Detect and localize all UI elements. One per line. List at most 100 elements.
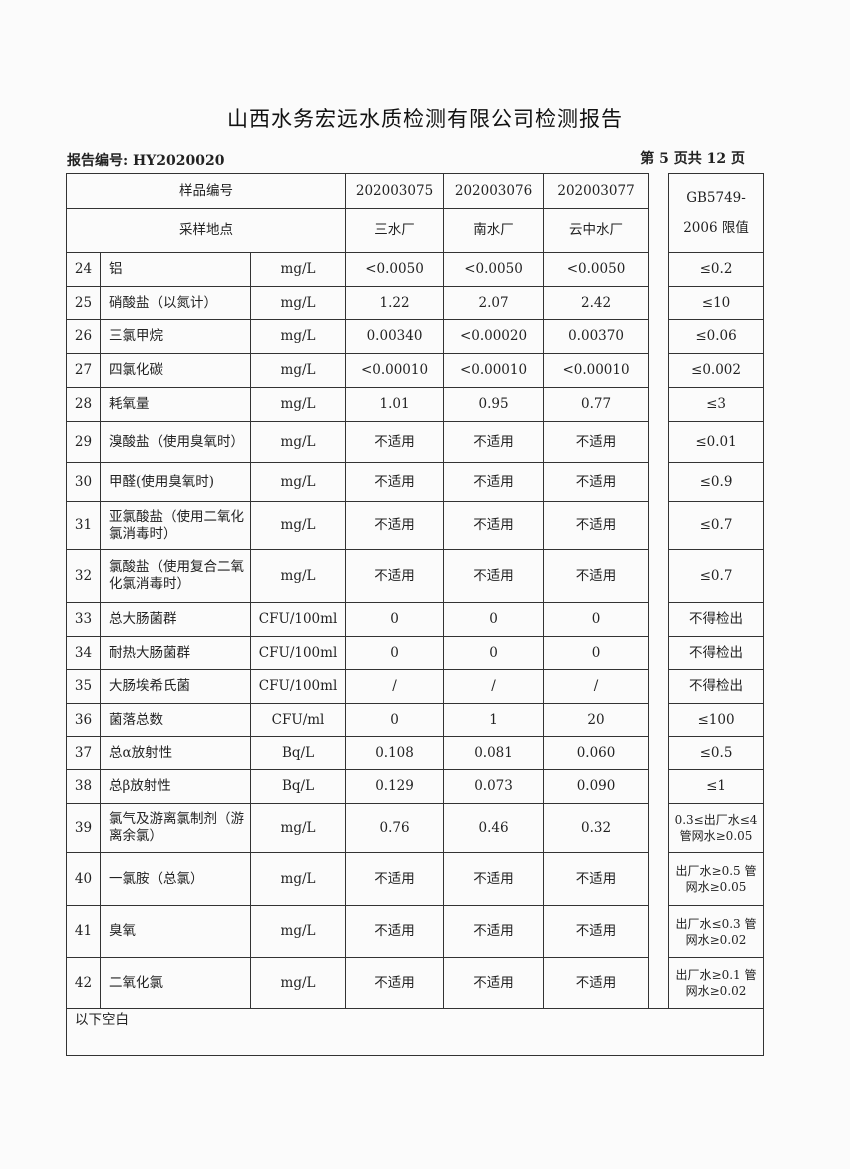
- report-title: 山西水务宏远水质检测有限公司检测报告: [227, 107, 623, 131]
- result: <0.00020: [443, 319, 545, 354]
- spacer: [648, 421, 670, 463]
- result: /: [443, 669, 545, 704]
- table-row: 26 三氯甲烷 mg/L 0.00340 <0.00020 0.00370 ≤0.06: [66, 319, 765, 354]
- result: 0.00370: [543, 319, 650, 354]
- spacer: [648, 387, 670, 422]
- site: 三水厂: [345, 208, 445, 253]
- table-row: 39 氯气及游离氯制剂（游离余氯） mg/L 0.76 0.46 0.32 0.3≤出厂水≤…: [66, 803, 765, 853]
- table-row: 31 亚氯酸盐（使用二氧化氯消毒时） mg/L 不适用 不适用 不适用 ≤0.7: [66, 501, 765, 550]
- table-row: 40 一氯胺（总氯） mg/L 不适用 不适用 不适用 出厂水≥0.5 管网水≥0.05: [66, 852, 765, 906]
- item-name: 四氯化碳: [100, 353, 251, 388]
- table-row: 38 总β放射性 Bq/L 0.129 0.073 0.090 ≤1: [66, 769, 765, 804]
- item-number: 31: [66, 501, 101, 550]
- table-row: 35 大肠埃希氏菌 CFU/100ml / / / 不得检出: [66, 669, 765, 704]
- unit: mg/L: [249, 549, 347, 603]
- spacer: [648, 636, 670, 670]
- spacer: [648, 769, 670, 804]
- limit: ≤0.7: [668, 549, 765, 603]
- item-number: 39: [66, 803, 101, 853]
- unit: mg/L: [249, 852, 347, 906]
- limit: ≤0.01: [668, 421, 765, 463]
- result: 不适用: [443, 852, 545, 906]
- limit: 不得检出: [668, 602, 765, 637]
- result: 不适用: [345, 852, 445, 906]
- item-name: 溴酸盐（使用臭氧时）: [100, 421, 251, 463]
- result: 1: [443, 703, 545, 737]
- unit: Bq/L: [249, 769, 347, 804]
- unit: mg/L: [249, 353, 347, 388]
- table-row: 29 溴酸盐（使用臭氧时） mg/L 不适用 不适用 不适用 ≤0.01: [66, 421, 765, 463]
- result: 0.77: [543, 387, 650, 422]
- table-row: 37 总α放射性 Bq/L 0.108 0.081 0.060 ≤0.5: [66, 736, 765, 770]
- result: 0.060: [543, 736, 650, 770]
- unit: mg/L: [249, 252, 347, 287]
- result: 20: [543, 703, 650, 737]
- item-name: 三氯甲烷: [100, 319, 251, 354]
- result: /: [543, 669, 650, 704]
- spacer: [648, 703, 670, 737]
- sample-no-label: 样品编号: [65, 173, 347, 209]
- item-number: 41: [66, 905, 101, 958]
- result: 0.46: [443, 803, 545, 853]
- site: 云中水厂: [543, 208, 650, 253]
- result: 不适用: [543, 421, 650, 463]
- site-label: 采样地点: [65, 208, 347, 253]
- item-number: 25: [66, 286, 101, 320]
- result: 0: [345, 602, 445, 637]
- item-number: 32: [66, 549, 101, 603]
- spacer: [648, 353, 670, 388]
- limit: 不得检出: [668, 636, 765, 670]
- result: <0.00010: [443, 353, 545, 388]
- item-number: 37: [66, 736, 101, 770]
- limit: ≤0.06: [668, 319, 765, 354]
- unit: mg/L: [249, 501, 347, 550]
- result: 0: [345, 703, 445, 737]
- limit: ≤10: [668, 286, 765, 320]
- spacer: [648, 501, 670, 550]
- unit: CFU/100ml: [249, 602, 347, 637]
- result: 不适用: [543, 905, 650, 958]
- limit: ≤0.2: [668, 252, 765, 287]
- unit: mg/L: [249, 319, 347, 354]
- spacer: [648, 905, 670, 958]
- item-number: 33: [66, 602, 101, 637]
- table-row: 28 耗氧量 mg/L 1.01 0.95 0.77 ≤3: [66, 387, 765, 422]
- spacer: [648, 252, 670, 287]
- result: 0.00340: [345, 319, 445, 354]
- sample-no: 202003075: [345, 173, 445, 209]
- result: 不适用: [443, 462, 545, 502]
- unit: mg/L: [249, 286, 347, 320]
- result: 不适用: [443, 501, 545, 550]
- result: 0: [345, 636, 445, 670]
- item-name: 总α放射性: [100, 736, 251, 770]
- limit: ≤100: [668, 703, 765, 737]
- item-name: 氯气及游离氯制剂（游离余氯）: [100, 803, 251, 853]
- page-indicator: 第 5 页共 12 页: [640, 151, 745, 167]
- result: 0: [443, 602, 545, 637]
- result: 0: [543, 636, 650, 670]
- result: 2.07: [443, 286, 545, 320]
- spacer: [648, 549, 670, 603]
- limit: ≤0.9: [668, 462, 765, 502]
- spacer: [648, 602, 670, 637]
- result: 不适用: [345, 957, 445, 1009]
- result: 0.073: [443, 769, 545, 804]
- item-name: 大肠埃希氏菌: [100, 669, 251, 704]
- unit: CFU/100ml: [249, 669, 347, 704]
- unit: CFU/ml: [249, 703, 347, 737]
- item-number: 34: [66, 636, 101, 670]
- limit: 出厂水≥0.5 管网水≥0.05: [668, 852, 765, 906]
- limit-header: GB5749-2006 限值: [668, 173, 765, 253]
- result: 不适用: [443, 905, 545, 958]
- result: 0.76: [345, 803, 445, 853]
- item-name: 总大肠菌群: [100, 602, 251, 637]
- result: 不适用: [443, 957, 545, 1009]
- result: <0.0050: [345, 252, 445, 287]
- result: <0.00010: [543, 353, 650, 388]
- item-name: 硝酸盐（以氮计）: [100, 286, 251, 320]
- table-row: 27 四氯化碳 mg/L <0.00010 <0.00010 <0.00010 ≤0.002: [66, 353, 765, 388]
- limit: 出厂水≤0.3 管网水≥0.02: [668, 905, 765, 958]
- item-number: 36: [66, 703, 101, 737]
- result: 0.108: [345, 736, 445, 770]
- site-row: 采样地点 三水厂 南水厂 云中水厂: [65, 208, 764, 253]
